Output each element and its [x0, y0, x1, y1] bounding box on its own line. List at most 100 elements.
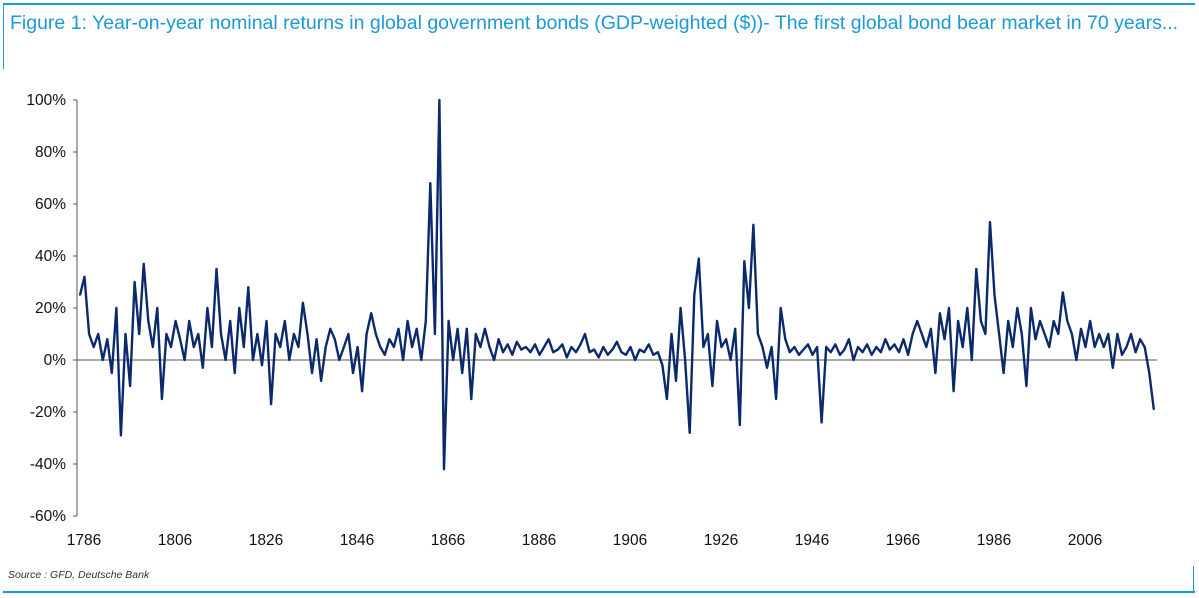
data-point	[279, 346, 282, 348]
data-point	[174, 320, 177, 322]
data-point	[97, 333, 100, 335]
data-point	[579, 343, 582, 346]
data-point	[852, 359, 855, 361]
data-point	[220, 333, 222, 335]
data-point	[647, 343, 650, 346]
data-point	[920, 333, 923, 335]
series	[78, 98, 1155, 471]
data-point	[638, 348, 641, 351]
data-point	[616, 340, 618, 343]
data-point	[247, 286, 250, 289]
data-point	[502, 351, 505, 354]
data-point	[761, 346, 764, 348]
data-point	[465, 327, 468, 330]
data-point	[484, 327, 486, 330]
data-point	[356, 346, 359, 348]
data-point	[729, 359, 732, 361]
data-point	[1139, 338, 1142, 341]
data-point	[529, 351, 532, 354]
data-point	[993, 294, 996, 296]
data-point	[584, 333, 586, 335]
data-point	[980, 320, 982, 322]
x-tick-label: 1806	[158, 532, 192, 549]
data-point	[1025, 385, 1028, 387]
data-point	[415, 327, 418, 330]
data-point	[1075, 359, 1078, 361]
data-point	[684, 359, 687, 361]
data-point	[693, 294, 696, 296]
data-point	[361, 390, 363, 393]
data-point	[807, 343, 809, 346]
x-tick-label: 1966	[886, 532, 920, 549]
data-point	[488, 346, 491, 348]
data-point	[83, 275, 86, 278]
data-point	[101, 359, 104, 361]
data-point	[816, 346, 818, 348]
data-point	[343, 346, 345, 348]
data-point	[206, 307, 209, 309]
data-point	[110, 372, 113, 374]
data-point	[1125, 346, 1128, 348]
data-point	[1034, 338, 1037, 341]
data-point	[593, 348, 596, 351]
data-point	[720, 346, 723, 348]
data-point	[79, 294, 81, 296]
data-point	[115, 307, 118, 309]
chart-title: Figure 1: Year-on-year nominal returns i…	[10, 12, 1179, 34]
data-point	[907, 353, 909, 356]
data-point	[570, 346, 573, 348]
data-point	[629, 346, 632, 348]
data-point	[597, 356, 600, 359]
data-point	[1071, 333, 1073, 335]
data-point	[702, 346, 705, 348]
data-point	[875, 346, 878, 348]
x-tick-label: 1946	[795, 532, 829, 549]
data-point	[151, 346, 154, 348]
y-tick-label: 80%	[35, 144, 66, 161]
y-tick-label: 40%	[35, 248, 66, 265]
data-point	[870, 353, 873, 356]
data-point	[238, 307, 241, 309]
data-point	[379, 346, 382, 348]
data-point	[543, 346, 545, 348]
frame-bottom-border	[3, 591, 1195, 593]
data-point	[297, 346, 300, 348]
data-point	[716, 320, 718, 322]
data-point	[370, 312, 373, 315]
data-point	[515, 340, 518, 343]
data-point	[88, 333, 90, 335]
x-tick-label: 1926	[704, 532, 738, 549]
data-point	[611, 348, 614, 351]
x-tick-label: 1846	[340, 532, 374, 549]
data-point	[820, 421, 823, 424]
x-tick-label: 1866	[431, 532, 465, 549]
data-point	[625, 353, 627, 356]
data-point	[848, 338, 850, 341]
data-point	[966, 307, 969, 309]
data-point	[879, 351, 882, 354]
data-point	[197, 333, 200, 335]
data-point	[1107, 333, 1110, 335]
data-point	[347, 333, 350, 335]
data-point	[766, 366, 768, 369]
data-point	[511, 353, 514, 356]
data-point	[365, 333, 368, 335]
data-point	[1066, 320, 1069, 322]
x-tick-label: 2006	[1068, 532, 1102, 549]
data-point	[229, 320, 232, 322]
data-point	[929, 327, 932, 330]
data-point	[315, 338, 318, 341]
data-point	[1016, 307, 1019, 309]
data-point	[338, 359, 341, 361]
data-point	[129, 385, 131, 387]
data-point	[534, 343, 536, 346]
data-point	[311, 372, 313, 374]
data-point	[707, 333, 709, 335]
data-point	[265, 320, 268, 322]
data-point	[1130, 333, 1132, 335]
data-point	[461, 372, 464, 374]
data-point	[288, 359, 291, 361]
data-point	[161, 398, 163, 400]
data-point	[233, 372, 236, 374]
data-point	[1020, 333, 1023, 335]
